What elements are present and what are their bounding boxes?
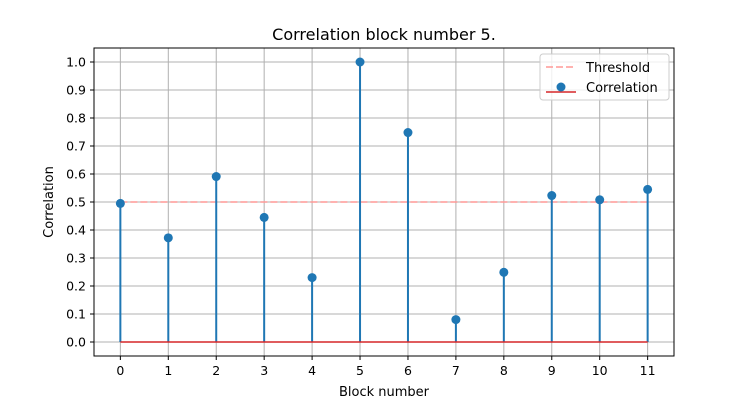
y-tick-label: 0.9	[66, 83, 86, 98]
correlation-marker	[115, 198, 125, 208]
y-axis-label: Correlation	[42, 166, 57, 238]
x-tick-label: 10	[592, 363, 608, 378]
y-tick-label: 0.3	[66, 251, 86, 266]
correlation-marker	[595, 195, 605, 205]
x-tick-label: 7	[452, 363, 460, 378]
y-tick-label: 0.2	[66, 279, 86, 294]
y-tick-label: 1.0	[66, 55, 86, 70]
stem-lines	[119, 62, 649, 342]
x-axis-label: Block number	[339, 385, 430, 400]
legend-correlation-label: Correlation	[586, 81, 658, 96]
y-tick-label: 0.7	[66, 139, 86, 154]
x-tick-label: 0	[116, 363, 124, 378]
x-tick-label: 6	[404, 363, 412, 378]
correlation-marker	[307, 273, 317, 283]
x-tick-label: 4	[308, 363, 316, 378]
correlation-marker	[499, 267, 509, 277]
correlation-marker	[547, 191, 557, 201]
data-markers	[115, 57, 653, 325]
y-tick-label: 0.6	[66, 167, 86, 182]
correlation-marker	[259, 212, 269, 222]
x-tick-label: 2	[212, 363, 220, 378]
y-tick-label: 0.8	[66, 111, 86, 126]
y-tick-label: 0.0	[66, 335, 86, 350]
legend-box	[539, 53, 670, 101]
legend-threshold-label: Threshold	[585, 61, 650, 76]
x-tick-label: 8	[500, 363, 508, 378]
correlation-marker	[163, 233, 173, 243]
chart-title: Correlation block number 5.	[272, 25, 496, 44]
y-axis-ticks: 0.0 0.1 0.2 0.3 0.4 0.5 0.6 0.7 0.8 0.9 1.0	[66, 55, 94, 350]
correlation-marker	[451, 315, 461, 325]
x-tick-label: 9	[548, 363, 556, 378]
legend: Threshold Correlation	[539, 53, 670, 101]
correlation-marker	[211, 172, 221, 182]
x-tick-label: 3	[260, 363, 268, 378]
correlation-marker	[355, 57, 365, 67]
correlation-marker	[403, 128, 413, 138]
correlation-marker	[643, 184, 653, 194]
y-tick-label: 0.5	[66, 195, 86, 210]
x-tick-label: 5	[356, 363, 364, 378]
x-tick-label: 1	[164, 363, 172, 378]
y-tick-label: 0.1	[66, 307, 86, 322]
x-tick-label: 11	[640, 363, 656, 378]
x-axis-ticks: 0 1 2 3 4 5 6 7 8 9 10 11	[116, 356, 656, 378]
legend-correlation-marker	[556, 82, 566, 92]
y-tick-label: 0.4	[66, 223, 86, 238]
